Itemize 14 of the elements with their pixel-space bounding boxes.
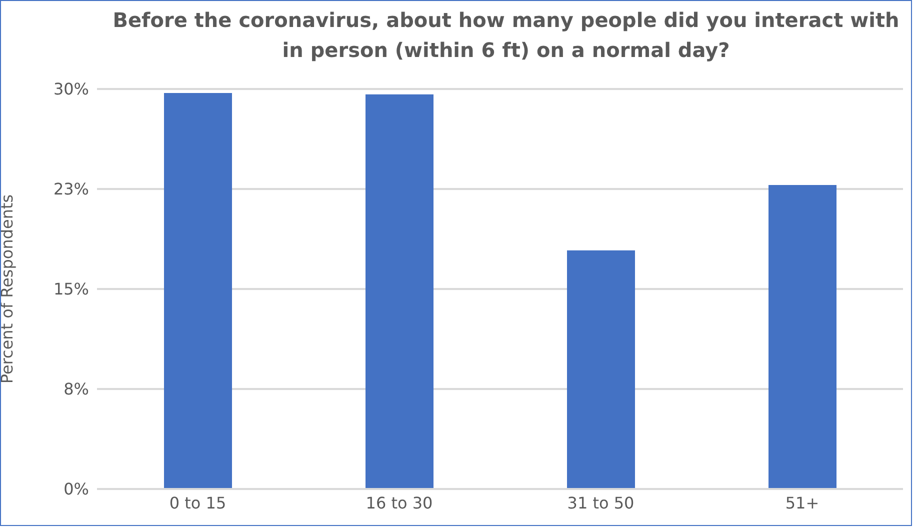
x-tick-label: 31 to 50 [567, 493, 634, 512]
y-tick-label: 23% [53, 180, 89, 199]
x-tick-label: 0 to 15 [169, 493, 226, 512]
bar [366, 94, 434, 489]
y-tick-label: 15% [53, 280, 89, 299]
x-tick-label: 16 to 30 [366, 493, 433, 512]
chart-title: Before the coronavirus, about how many people did you interact with in person (within 6 ft) on a normal day? [112, 7, 900, 64]
bar [164, 93, 232, 489]
y-tick-label: 0% [64, 480, 89, 499]
y-tick-label: 8% [64, 380, 89, 399]
y-tick-label: 30% [53, 80, 89, 99]
bar [768, 185, 836, 489]
x-tick-label: 51+ [785, 493, 820, 512]
bar [567, 250, 635, 489]
